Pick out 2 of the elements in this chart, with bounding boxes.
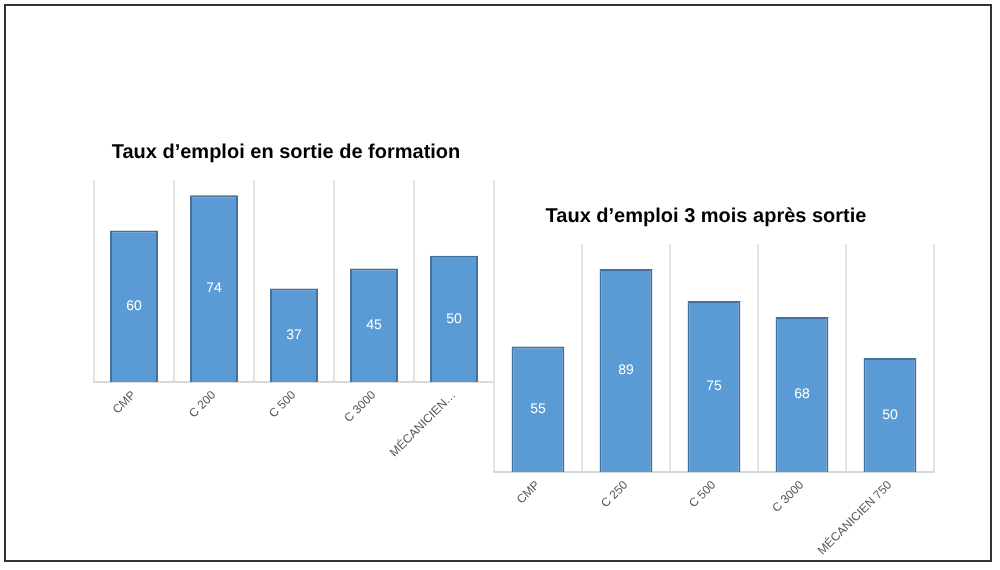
chart-title: Taux d’emploi en sortie de formation bbox=[111, 141, 461, 164]
chart-title: Taux d’emploi 3 mois après sortie bbox=[545, 205, 868, 228]
